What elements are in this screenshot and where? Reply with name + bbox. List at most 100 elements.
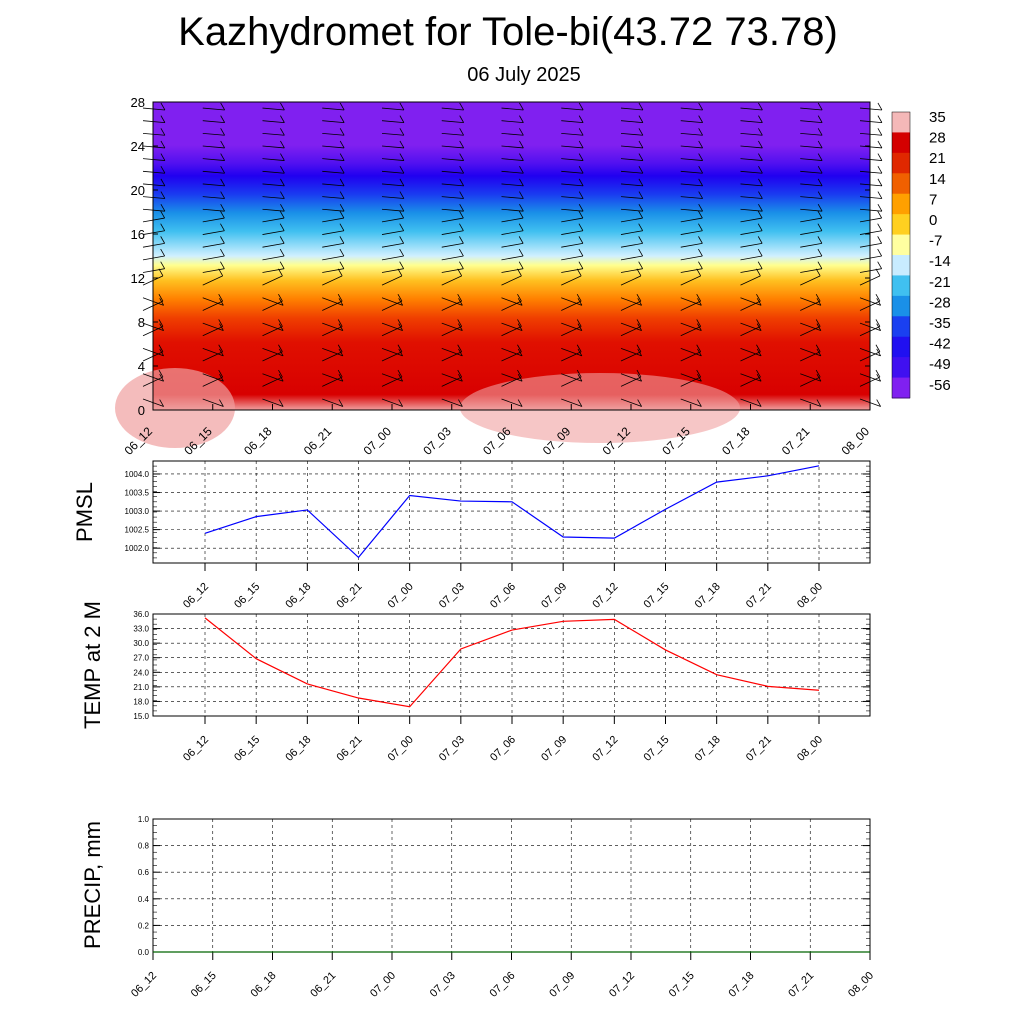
wind-barb — [620, 398, 643, 407]
x-tick-label: 07_03 — [437, 734, 467, 764]
wind-barb — [859, 102, 883, 111]
y-tick-label: 28 — [131, 95, 145, 110]
wind-barb — [680, 178, 704, 187]
wind-barb — [859, 166, 883, 174]
wind-barb — [680, 102, 704, 111]
wind-barb — [740, 102, 763, 111]
wind-barb — [620, 191, 644, 199]
wind-barb — [680, 348, 702, 357]
wind-barb — [859, 210, 883, 223]
x-tick-label: 07_12 — [590, 734, 620, 764]
wind-barb — [381, 261, 405, 273]
wind-barb — [262, 268, 283, 286]
x-tick-label: 07_18 — [727, 970, 757, 1000]
colorbar-label: 14 — [929, 171, 946, 188]
wind-barb — [381, 236, 405, 248]
wind-barb — [800, 166, 823, 174]
temp2m-panel: 15.0 18.0 21.0 24.0 27.0 30.0 33.0 36.0 06_12 06_… — [80, 601, 871, 764]
wind-barb — [262, 128, 285, 136]
x-tick-label: 07_00 — [361, 424, 395, 458]
y-axis-label: PMSL — [72, 482, 97, 542]
y-tick-label: 21.0 — [133, 683, 149, 692]
x-tick-label: 07_18 — [693, 734, 723, 764]
wind-barb — [800, 102, 823, 111]
x-tick-label: 07_03 — [437, 581, 467, 611]
wind-barb — [202, 140, 226, 149]
y-tick-label: 1003.5 — [125, 489, 150, 498]
wind-barb — [322, 102, 345, 111]
wind-barb — [561, 191, 584, 199]
wind-barb — [202, 236, 225, 248]
wind-barb — [800, 319, 821, 337]
wind-barb — [800, 236, 823, 248]
wind-barb — [680, 115, 704, 124]
wind-barb — [262, 140, 285, 149]
wind-barb — [501, 322, 523, 331]
wind-barb — [800, 203, 823, 212]
colorbar-swatch — [892, 173, 910, 195]
colorbar-swatch — [892, 234, 910, 256]
wind-barb — [262, 369, 283, 387]
wind-barb — [322, 236, 345, 248]
wind-barb — [680, 223, 703, 235]
wind-barb — [501, 178, 524, 187]
wind-barb — [620, 166, 644, 174]
x-tick-label: 06_21 — [335, 734, 365, 764]
wind-barb — [142, 115, 166, 124]
wind-barb — [381, 344, 403, 362]
wind-barb — [441, 191, 465, 199]
x-tick-label: 07_18 — [693, 581, 723, 611]
y-tick-label: 1.0 — [138, 815, 150, 824]
colorbar-label: 28 — [929, 130, 946, 147]
y-tick-label: 36.0 — [133, 610, 149, 619]
wind-barb — [561, 398, 583, 407]
wind-barb — [381, 128, 405, 136]
wind-barb — [740, 128, 763, 136]
wind-barb — [620, 128, 644, 136]
wind-barb — [620, 178, 644, 187]
wind-barb — [322, 268, 343, 286]
wind-barb — [202, 348, 224, 357]
wind-barb — [620, 153, 644, 161]
wind-barb — [262, 344, 283, 362]
wind-barb — [441, 268, 463, 286]
wind-barb — [322, 369, 343, 387]
colorbar-label: 7 — [929, 191, 937, 208]
wind-barb — [740, 398, 762, 407]
wind-barb — [680, 166, 704, 174]
wind-barb — [561, 140, 584, 149]
wind-barb — [680, 140, 704, 149]
wind-barb — [680, 128, 704, 136]
x-tick-label: 06_18 — [241, 424, 275, 458]
colorbar-label: -49 — [929, 356, 951, 373]
x-tick-label: 06_21 — [335, 581, 365, 611]
wind-barb — [142, 203, 166, 212]
wind-barb — [202, 322, 224, 331]
panel-frame — [152, 613, 871, 717]
wind-barb — [800, 191, 823, 199]
x-tick-label: 07_21 — [779, 424, 813, 458]
y-tick-label: 30.0 — [133, 639, 149, 648]
wind-barb — [381, 102, 405, 111]
wind-barb — [561, 248, 584, 261]
wind-barb — [381, 373, 404, 382]
x-tick-label: 07_09 — [539, 581, 569, 611]
wind-barb — [381, 115, 405, 124]
y-tick-label: 27.0 — [133, 654, 149, 663]
wind-barb — [859, 153, 883, 161]
wind-barb — [501, 293, 522, 311]
colorbar-swatch — [892, 214, 910, 236]
wind-barbs — [142, 102, 883, 407]
wind-barb — [620, 297, 643, 306]
wind-barb — [322, 191, 345, 199]
wind-barb — [142, 140, 166, 149]
y-tick-label: 8 — [138, 315, 145, 330]
x-tick-label: 07_03 — [420, 424, 454, 458]
wind-barb — [262, 153, 285, 161]
wind-barb — [322, 344, 343, 362]
warm-surface-blob — [460, 373, 740, 443]
x-tick-label: 07_21 — [786, 970, 816, 1000]
wind-barb — [561, 153, 584, 161]
wind-barb — [501, 223, 524, 235]
y-axis-label: TEMP at 2 M — [80, 601, 105, 729]
